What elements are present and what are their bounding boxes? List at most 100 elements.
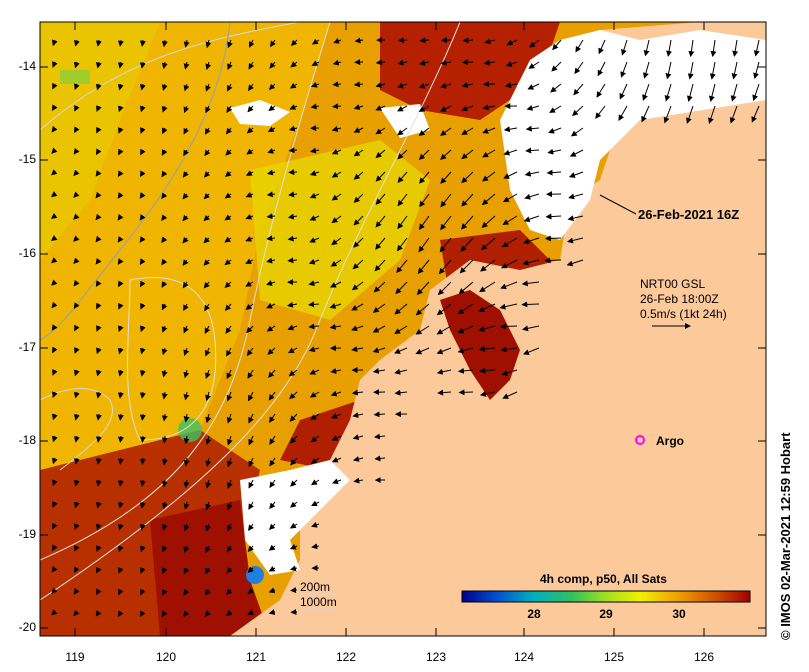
bay-water	[440, 290, 520, 400]
current-vector	[440, 193, 452, 208]
current-vector	[353, 456, 364, 462]
current-vector	[686, 83, 694, 102]
current-vector	[52, 501, 58, 508]
current-vector	[161, 105, 168, 113]
current-vector	[290, 501, 298, 508]
current-vector	[309, 192, 320, 199]
current-vector	[289, 413, 298, 422]
current-vector	[204, 325, 211, 334]
current-vector	[95, 479, 102, 487]
current-vector	[289, 435, 298, 444]
current-vector	[118, 127, 124, 134]
current-vector	[140, 567, 146, 574]
tick-marks	[40, 22, 766, 636]
current-vector	[521, 301, 540, 308]
current-vector	[73, 61, 80, 69]
current-vector	[545, 213, 562, 220]
current-vector	[504, 82, 518, 89]
current-vector	[139, 170, 146, 178]
current-vector	[248, 391, 254, 402]
current-vector	[161, 610, 168, 618]
current-vector	[246, 347, 254, 357]
ocean-yellow-central	[250, 140, 430, 320]
current-vector	[183, 325, 189, 334]
current-vector	[52, 391, 58, 399]
current-vector	[183, 127, 190, 135]
x-tick-label: 125	[603, 650, 625, 664]
current-vector	[567, 215, 584, 222]
current-vector	[332, 478, 342, 485]
current-vector	[482, 104, 496, 111]
current-vector	[287, 235, 298, 242]
current-vector	[205, 567, 211, 575]
isobath-200m	[40, 22, 301, 131]
current-vector	[139, 545, 146, 553]
current-vector	[227, 523, 233, 532]
current-vector	[139, 83, 146, 91]
current-vector	[139, 369, 146, 377]
current-vector	[51, 125, 58, 133]
current-vector	[566, 259, 584, 267]
current-vector	[205, 435, 212, 446]
current-vector	[311, 543, 320, 550]
current-vector	[688, 39, 695, 58]
current-vector	[161, 325, 168, 333]
current-vector	[245, 281, 254, 287]
current-vector	[140, 588, 146, 596]
current-vector	[310, 457, 320, 464]
current-vector	[311, 500, 320, 507]
current-vector	[139, 501, 146, 509]
current-vector	[415, 325, 430, 335]
current-vector	[183, 567, 190, 575]
current-vector	[479, 391, 496, 397]
current-vector	[419, 37, 430, 44]
current-vector	[397, 171, 408, 184]
current-vector	[572, 105, 584, 117]
current-vector	[753, 61, 760, 79]
current-vector	[203, 171, 211, 178]
current-vector	[139, 258, 146, 265]
current-vector	[621, 39, 628, 56]
current-vector	[459, 259, 474, 274]
current-vector	[51, 457, 58, 465]
current-vector	[96, 302, 102, 310]
current-vector	[95, 523, 102, 531]
isobath-plateau	[127, 277, 217, 441]
current-vector	[73, 257, 80, 265]
current-vector	[161, 127, 168, 135]
current-vector	[95, 501, 102, 509]
current-vector	[523, 215, 540, 223]
current-vector	[203, 259, 210, 266]
current-vector	[550, 83, 562, 93]
current-vector	[268, 587, 276, 594]
current-vector	[483, 59, 496, 66]
current-vector	[225, 149, 232, 156]
current-vector	[95, 391, 102, 399]
current-vector	[249, 39, 255, 48]
current-vector	[641, 105, 650, 123]
current-vector	[73, 479, 80, 487]
current-vector	[247, 609, 254, 615]
current-vector	[266, 302, 276, 309]
isobath-shelf-outer	[40, 22, 331, 561]
current-vector	[246, 148, 254, 155]
current-vector	[353, 81, 364, 88]
current-vector	[224, 281, 232, 288]
current-vector	[227, 479, 233, 489]
time-label: 26-Feb-2021 16Z	[638, 207, 740, 222]
current-vector	[226, 413, 233, 424]
current-vector	[118, 105, 124, 113]
imos-credit: © IMOS 02-Mar-2021 12:59 Hobart	[778, 432, 793, 640]
current-vector	[203, 281, 210, 289]
current-vector	[574, 61, 584, 75]
current-vector	[505, 61, 518, 67]
current-vector	[117, 61, 124, 69]
current-vector	[440, 149, 452, 161]
current-vector	[161, 457, 168, 466]
cloud-south	[240, 460, 350, 575]
current-vector	[436, 325, 452, 335]
current-vector	[501, 237, 518, 248]
current-vector	[268, 105, 276, 112]
current-vector	[269, 39, 276, 48]
current-vector	[331, 435, 342, 441]
